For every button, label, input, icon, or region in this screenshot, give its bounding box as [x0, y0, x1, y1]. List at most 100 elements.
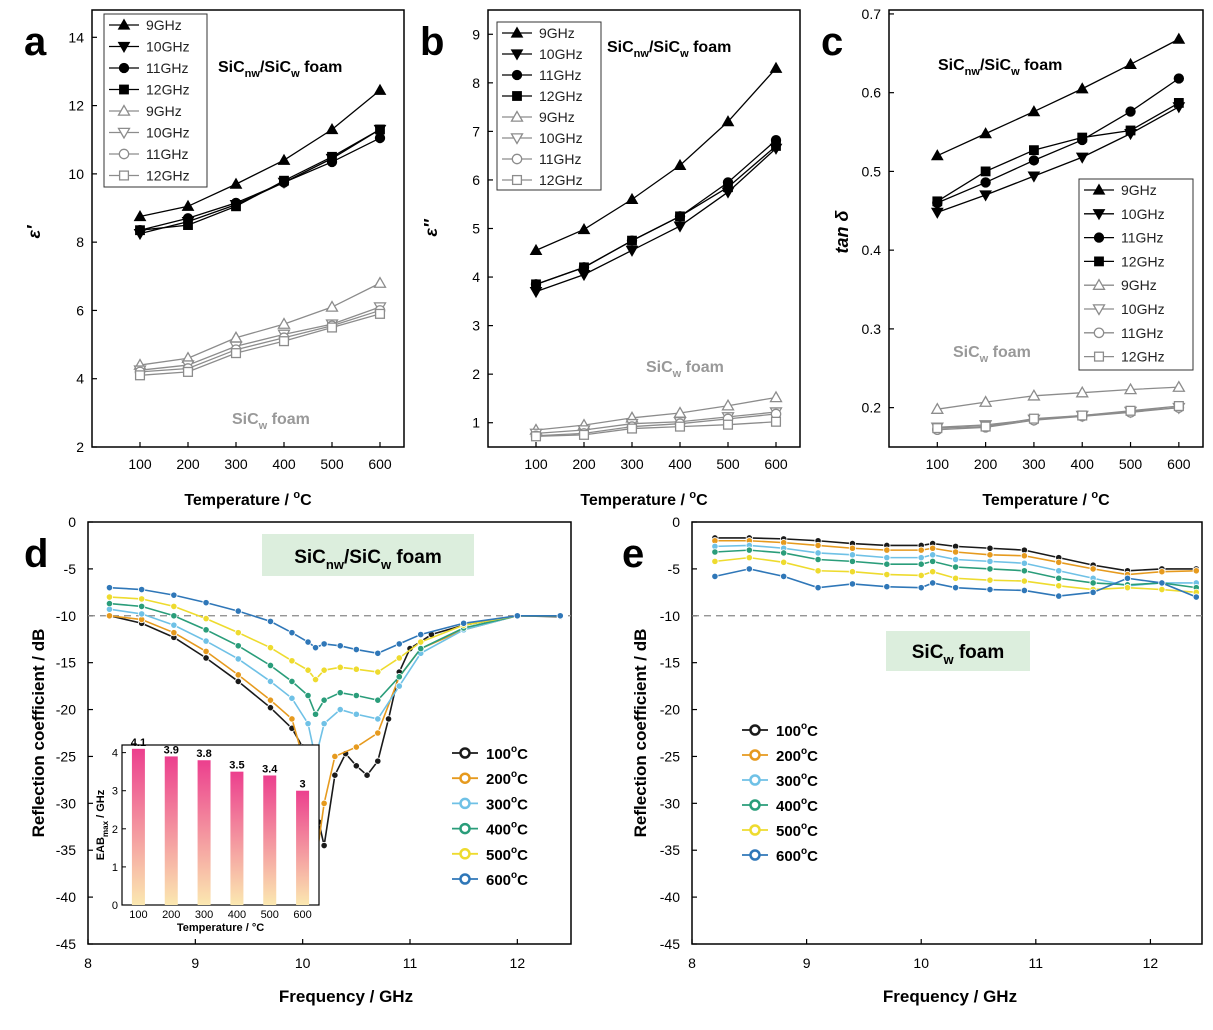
x-axis-label: Frequency / GHz [883, 987, 1017, 1006]
legend-marker [511, 69, 523, 81]
legend-marker [117, 127, 131, 140]
data-point [320, 640, 328, 648]
data-point [183, 220, 193, 230]
data-point [848, 544, 857, 552]
data-point [234, 607, 242, 615]
data-point [363, 771, 371, 779]
data-point [721, 398, 735, 411]
data-point [625, 245, 639, 257]
data-point [721, 115, 735, 127]
data-point [202, 614, 210, 623]
data-point [711, 572, 719, 580]
data-point [266, 677, 275, 686]
legend-marker [510, 26, 524, 38]
inset-x-tick-label: 500 [261, 909, 279, 921]
inset-bar [131, 748, 145, 905]
data-point [266, 644, 275, 652]
y-axis-label: Reflection coefficient / dB [631, 629, 650, 838]
data-point [814, 549, 822, 557]
data-point [711, 557, 719, 565]
data-point [1172, 32, 1186, 44]
y-tick-label: 2 [472, 366, 480, 382]
annotation-label: SiCnw/SiCw foam [294, 547, 442, 572]
chart-panel-c: 0.2 0.3 0.4 0.5 0.6 0.7 100 200 300 400 500 600 c Tem… [821, 6, 1204, 509]
data-point [1027, 105, 1041, 117]
inset-bar-value-label: 3 [300, 779, 306, 791]
data-point [1028, 155, 1040, 166]
legend-label: 10GHz [1121, 301, 1165, 317]
data-point [722, 419, 734, 430]
series-line [714, 544, 1197, 587]
data-point [326, 322, 338, 333]
data-point [202, 654, 210, 662]
series-line [109, 586, 561, 655]
data-point [814, 567, 822, 575]
legend-label: 100oC [776, 721, 818, 740]
x-tick-label: 100 [926, 456, 950, 472]
data-point [374, 757, 382, 765]
data-point [1192, 567, 1200, 575]
x-axis-label: Temperature / oC [982, 489, 1110, 509]
data-point [1125, 125, 1136, 136]
legend-marker [510, 110, 524, 122]
data-point [769, 61, 783, 73]
legend-marker [1093, 351, 1105, 362]
data-point [917, 560, 925, 568]
data-point [373, 83, 387, 95]
inset-x-tick-label: 200 [162, 909, 180, 921]
data-point [986, 576, 994, 584]
legend-label: 11GHz [539, 151, 582, 167]
x-tick-label: 11 [1029, 955, 1044, 971]
data-point [745, 565, 753, 573]
data-point [336, 642, 344, 650]
x-tick-label: 12 [510, 955, 526, 971]
data-point [331, 771, 339, 779]
legend-label: 400oC [776, 796, 818, 815]
y-tick-label: 12 [68, 98, 84, 114]
data-point [1027, 389, 1041, 401]
data-point [769, 390, 783, 403]
y-tick-label: 9 [472, 26, 480, 42]
y-tick-label: 8 [472, 75, 480, 91]
data-point [883, 570, 891, 579]
data-point [986, 551, 994, 559]
data-point [336, 689, 344, 697]
data-point [929, 568, 937, 576]
series-line [139, 309, 381, 373]
inset-y-tick-label: 4 [112, 748, 118, 760]
data-point [979, 190, 992, 202]
x-tick-label: 8 [84, 955, 92, 971]
annotation-box [262, 534, 474, 576]
legend-marker [1094, 256, 1104, 267]
inset-x-tick-label: 600 [293, 909, 311, 921]
x-tick-label: 9 [191, 955, 199, 971]
data-point [529, 243, 543, 255]
data-point [675, 211, 685, 222]
data-point [814, 541, 822, 550]
plot-frame [691, 521, 1203, 945]
y-axis-label: Reflection coefficient / dB [29, 629, 48, 838]
panel-letter: b [420, 20, 444, 64]
series-line [714, 537, 1197, 572]
data-point [325, 122, 339, 135]
legend-label: 600oC [776, 846, 818, 865]
y-tick-label: 7 [472, 123, 480, 139]
data-point [1055, 574, 1063, 582]
chart-panel-e: 0 -5 -10 -15 -20 -25 -30 -35 -40 -45 8 9 10 11 12 e Freq… [622, 514, 1203, 1006]
data-point [929, 544, 937, 552]
data-point [814, 584, 822, 592]
data-point [266, 617, 275, 626]
series-line [109, 596, 561, 681]
data-point [336, 663, 344, 671]
legend-marker [749, 824, 761, 836]
data-point [1020, 586, 1028, 595]
legend: 100oC 200oC 300oC 400oC 500oC 600oC [452, 744, 528, 889]
legend-label: 10GHz [1121, 206, 1165, 222]
inset-bar [164, 756, 178, 905]
data-point [138, 610, 146, 618]
y-tick-label: 2 [76, 439, 84, 455]
y-tick-label: 10 [68, 166, 84, 182]
inset-y-tick-label: 1 [112, 862, 118, 874]
inset-bar [230, 771, 244, 905]
